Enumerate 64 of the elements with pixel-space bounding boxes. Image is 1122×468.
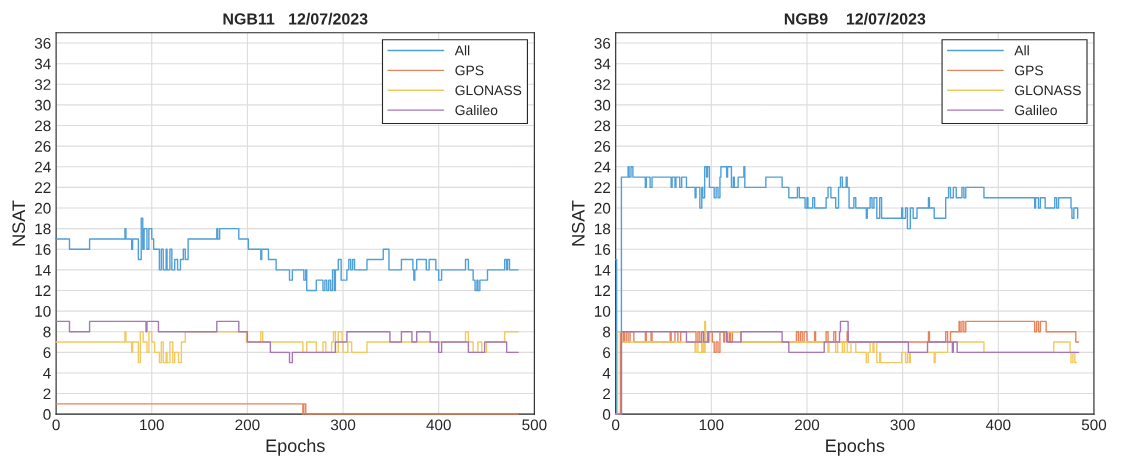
y-tick-label: 32 <box>34 79 51 90</box>
legend-label: All <box>454 45 470 56</box>
y-tick-label: 8 <box>43 326 51 338</box>
y-tick-label: 12 <box>594 285 611 297</box>
x-tick-label: 500 <box>522 419 547 431</box>
legend-label: GPS <box>455 65 484 76</box>
y-tick-label: 16 <box>594 244 611 255</box>
y-tick-label: 10 <box>35 305 51 317</box>
legend-label: GPS <box>1015 65 1043 76</box>
y-tick-label: 12 <box>35 285 51 297</box>
y-tick-label: 30 <box>594 99 611 111</box>
y-tick-label: 6 <box>603 347 611 359</box>
y-tick-label: 6 <box>43 347 51 359</box>
x-tick-label: 400 <box>426 419 451 431</box>
y-axis-title: NSAT <box>12 200 26 246</box>
x-tick-label: 300 <box>890 419 915 431</box>
legend-label: All <box>1014 45 1029 56</box>
y-tick-label: 18 <box>594 223 611 235</box>
x-tick-label: 200 <box>795 419 820 431</box>
x-tick-label: 300 <box>330 419 356 431</box>
y-tick-label: 28 <box>594 120 611 132</box>
x-tick-label: 100 <box>699 419 724 431</box>
y-tick-label: 22 <box>35 182 51 193</box>
x-axis-title: Epochs <box>266 438 325 456</box>
x-tick-label: 400 <box>985 419 1011 431</box>
y-tick-label: 34 <box>34 58 51 70</box>
y-tick-label: 4 <box>43 367 51 379</box>
chart-title: NGB11 12/07/2023 <box>223 12 368 25</box>
x-tick-label: 0 <box>52 419 60 431</box>
y-tick-label: 28 <box>35 120 51 132</box>
y-tick-label: 2 <box>603 388 611 400</box>
y-tick-label: 20 <box>594 202 611 214</box>
y-tick-label: 34 <box>594 58 611 70</box>
legend-label: Galileo <box>455 104 498 116</box>
x-tick-label: 0 <box>612 419 620 431</box>
chart-title: NGB9 12/07/2023 <box>784 12 926 25</box>
y-tick-label: 26 <box>35 141 51 152</box>
y-tick-label: 26 <box>594 141 611 152</box>
y-tick-label: 0 <box>602 409 611 420</box>
y-tick-label: 22 <box>594 182 611 193</box>
y-tick-label: 4 <box>602 367 611 379</box>
legend-label: Galileo <box>1015 104 1057 116</box>
y-tick-label: 24 <box>35 161 51 173</box>
x-tick-label: 500 <box>1081 419 1107 431</box>
y-tick-label: 30 <box>34 99 51 111</box>
x-tick-label: 200 <box>235 419 260 431</box>
legend-label: GLONASS <box>1015 85 1081 96</box>
y-tick-label: 36 <box>34 37 51 49</box>
y-axis-title: NSAT <box>571 200 585 246</box>
x-tick-label: 100 <box>140 419 164 431</box>
y-tick-label: 14 <box>35 264 51 276</box>
y-tick-label: 16 <box>35 244 51 255</box>
y-tick-label: 2 <box>43 388 51 400</box>
y-tick-label: 8 <box>602 326 611 338</box>
legend-label: GLONASS <box>455 85 522 96</box>
y-tick-label: 18 <box>35 223 51 235</box>
y-tick-label: 14 <box>594 264 611 276</box>
y-tick-label: 0 <box>43 409 51 420</box>
y-tick-label: 10 <box>594 305 611 317</box>
y-tick-label: 20 <box>35 202 51 214</box>
x-axis-title: Epochs <box>826 438 885 456</box>
y-tick-label: 24 <box>594 161 611 173</box>
y-tick-label: 36 <box>594 37 611 49</box>
y-tick-label: 32 <box>594 79 611 90</box>
